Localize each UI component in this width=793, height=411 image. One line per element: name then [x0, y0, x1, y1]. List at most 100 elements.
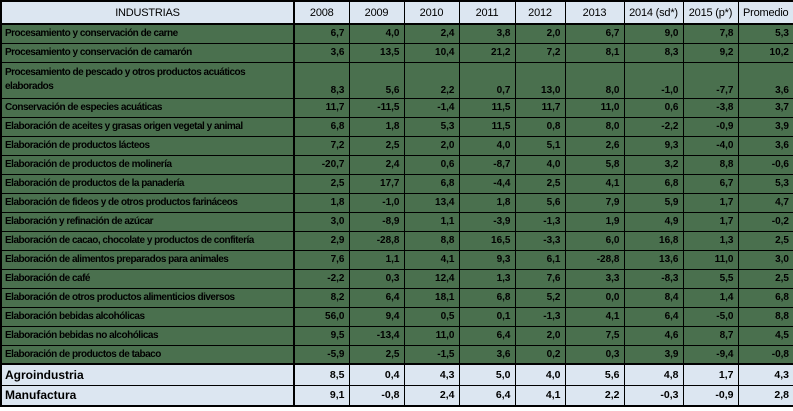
value-cell: 1,4	[682, 287, 739, 308]
value-cell: -7,7	[682, 61, 739, 99]
value-cell: 5,9	[623, 192, 684, 213]
value-cell: 6,8	[403, 173, 460, 194]
industry-label: Elaboración de productos de tabaco	[0, 344, 295, 365]
value-cell: -28,8	[348, 230, 405, 251]
value-cell: 4,9	[623, 211, 684, 232]
value-cell: 7,9	[564, 192, 625, 213]
value-cell: 0,3	[348, 268, 405, 289]
value-cell: 0,8	[514, 116, 566, 137]
value-cell: 3,9	[623, 344, 684, 365]
value-cell: 3,0	[737, 249, 793, 270]
table-row: Elaboración de café -2,2 0,3 12,4 1,3 7,6 3,3-…	[0, 268, 793, 289]
table-row: Elaboración de cacao, chocolate y produc…	[0, 230, 793, 251]
value-cell: 2,5	[348, 135, 405, 156]
industry-label: Elaboración de alimentos preparados para…	[0, 249, 295, 270]
value-cell: 8,3	[293, 61, 350, 99]
value-cell: 5,1	[514, 135, 566, 156]
value-cell: 2,2	[564, 384, 625, 407]
value-cell: 2,9	[293, 230, 350, 251]
value-cell: 0,4	[348, 363, 405, 386]
value-cell: 11,5	[458, 97, 516, 118]
value-cell: 11,0	[564, 97, 625, 118]
value-cell: 6,7	[293, 23, 350, 44]
column-header-year: 2010	[403, 0, 460, 25]
value-cell: 3,6	[737, 61, 793, 99]
value-cell: 2,4	[403, 23, 460, 44]
value-cell: 7,6	[293, 249, 350, 270]
value-cell: 1,1	[348, 249, 405, 270]
value-cell: 2,5	[737, 230, 793, 251]
column-header-year: 2008	[293, 0, 350, 25]
value-cell: 9,2	[682, 42, 739, 63]
value-cell: 4,0	[348, 23, 405, 44]
value-cell: 7,2	[514, 42, 566, 63]
value-cell: -4,0	[682, 135, 739, 156]
value-cell: 6,4	[458, 384, 516, 407]
value-cell: -0,9	[682, 116, 739, 137]
value-cell: 0,3	[564, 344, 625, 365]
value-cell: 18,1	[403, 287, 460, 308]
industry-label: Elaboración de productos lácteos	[0, 135, 295, 156]
value-cell: 8,1	[564, 42, 625, 63]
value-cell: 9,5	[293, 325, 350, 346]
table-row: Elaboración de aceites y grasas origen v…	[0, 116, 793, 137]
value-cell: 4,3	[737, 363, 793, 386]
value-cell: 6,0	[564, 230, 625, 251]
value-cell: 7,8	[682, 23, 739, 44]
column-header-year: 2011	[458, 0, 516, 25]
value-cell: 6,7	[564, 23, 625, 44]
value-cell: 2,4	[348, 154, 405, 175]
value-cell: 56,0	[293, 306, 350, 327]
value-cell: 8,2	[293, 287, 350, 308]
value-cell: 4,0	[514, 154, 566, 175]
value-cell: 11,7	[514, 97, 566, 118]
table-row: Elaboración y refinación de azúcar 3,0 -8,…	[0, 211, 793, 232]
table-row: Procesamiento y conservación de carne 6,7…	[0, 23, 793, 44]
value-cell: -2,2	[293, 268, 350, 289]
value-cell: 12,4	[403, 268, 460, 289]
value-cell: 21,2	[458, 42, 516, 63]
value-cell: 0,1	[458, 306, 516, 327]
table-row: Elaboración de productos de la panadería…	[0, 173, 793, 194]
table-row: Agroindustria 8,5 0,4 4,3 5,0 4,0 5,6 4,8 1,7 4,3	[0, 363, 793, 386]
value-cell: 2,5	[737, 268, 793, 289]
value-cell: -3,8	[682, 97, 739, 118]
value-cell: -20,7	[293, 154, 350, 175]
value-cell: 0,7	[458, 61, 516, 99]
value-cell: 8,0	[564, 116, 625, 137]
column-header-year: 2009	[348, 0, 405, 25]
value-cell: 1,8	[293, 192, 350, 213]
value-cell: -8,9	[348, 211, 405, 232]
value-cell: -8,7	[458, 154, 516, 175]
value-cell: 10,4	[403, 42, 460, 63]
value-cell: -0,8	[737, 344, 793, 365]
value-cell: 3,2	[623, 154, 684, 175]
value-cell: 5,6	[564, 363, 625, 386]
industry-label: Conservación de especies acuáticas	[0, 97, 295, 118]
industry-label: Elaboración de café	[0, 268, 295, 289]
table-row: Elaboración de fideos y de otros product…	[0, 192, 793, 213]
table-row: Elaboración bebidas no alcohólicas 9,5 -13…	[0, 325, 793, 346]
table-row: Elaboración de alimentos preparados para…	[0, 249, 793, 270]
value-cell: 3,3	[564, 268, 625, 289]
column-header-year: Promedio	[737, 0, 793, 25]
value-cell: -1,3	[514, 211, 566, 232]
value-cell: 0,6	[403, 154, 460, 175]
value-cell: 2,5	[514, 173, 566, 194]
value-cell: 13,5	[348, 42, 405, 63]
value-cell: 7,6	[514, 268, 566, 289]
value-cell: 16,5	[458, 230, 516, 251]
value-cell: 2,0	[514, 325, 566, 346]
value-cell: 3,0	[293, 211, 350, 232]
value-cell: 3,9	[737, 116, 793, 137]
value-cell: 4,3	[403, 363, 460, 386]
value-cell: 2,8	[737, 384, 793, 407]
value-cell: 6,4	[458, 325, 516, 346]
value-cell: 8,3	[623, 42, 684, 63]
value-cell: -4,4	[458, 173, 516, 194]
value-cell: 0,6	[623, 97, 684, 118]
value-cell: -0,2	[737, 211, 793, 232]
table-row: Elaboración de otros productos alimentic…	[0, 287, 793, 308]
value-cell: 9,3	[458, 249, 516, 270]
